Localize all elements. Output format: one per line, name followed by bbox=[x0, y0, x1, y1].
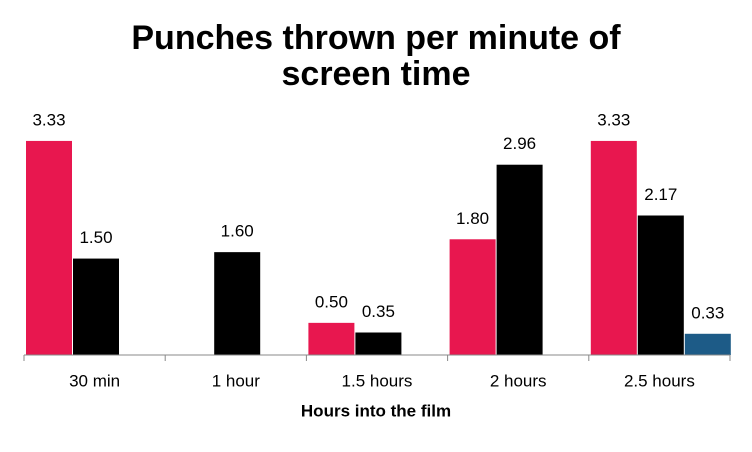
bar bbox=[684, 333, 731, 355]
x-tick-label: 1.5 hours bbox=[342, 371, 413, 390]
data-label: 2.96 bbox=[503, 134, 536, 153]
data-label: 3.33 bbox=[32, 110, 65, 129]
data-label: 0.50 bbox=[315, 292, 348, 311]
bar bbox=[73, 258, 119, 355]
x-tick-label: 2.5 hours bbox=[624, 371, 695, 390]
x-axis-label: Hours into the film bbox=[301, 401, 451, 420]
data-label: 1.80 bbox=[456, 209, 489, 228]
data-label: 0.35 bbox=[362, 302, 395, 321]
data-label: 0.33 bbox=[691, 303, 724, 322]
bar bbox=[637, 215, 684, 355]
x-tick-label: 2 hours bbox=[490, 371, 547, 390]
bar bbox=[449, 239, 496, 355]
bar bbox=[590, 140, 637, 355]
data-label: 3.33 bbox=[597, 110, 630, 129]
chart-title: Punches thrown per minute of screen time bbox=[131, 19, 621, 93]
bar bbox=[355, 332, 402, 355]
data-label: 1.50 bbox=[79, 228, 112, 247]
bar bbox=[214, 252, 261, 355]
x-tick-label: 30 min bbox=[69, 371, 120, 390]
data-label: 2.17 bbox=[644, 185, 677, 204]
bar bbox=[26, 140, 72, 355]
bar bbox=[496, 164, 543, 355]
x-tick-label: 1 hour bbox=[212, 371, 261, 390]
bar bbox=[308, 322, 355, 355]
data-label: 1.60 bbox=[221, 222, 254, 241]
